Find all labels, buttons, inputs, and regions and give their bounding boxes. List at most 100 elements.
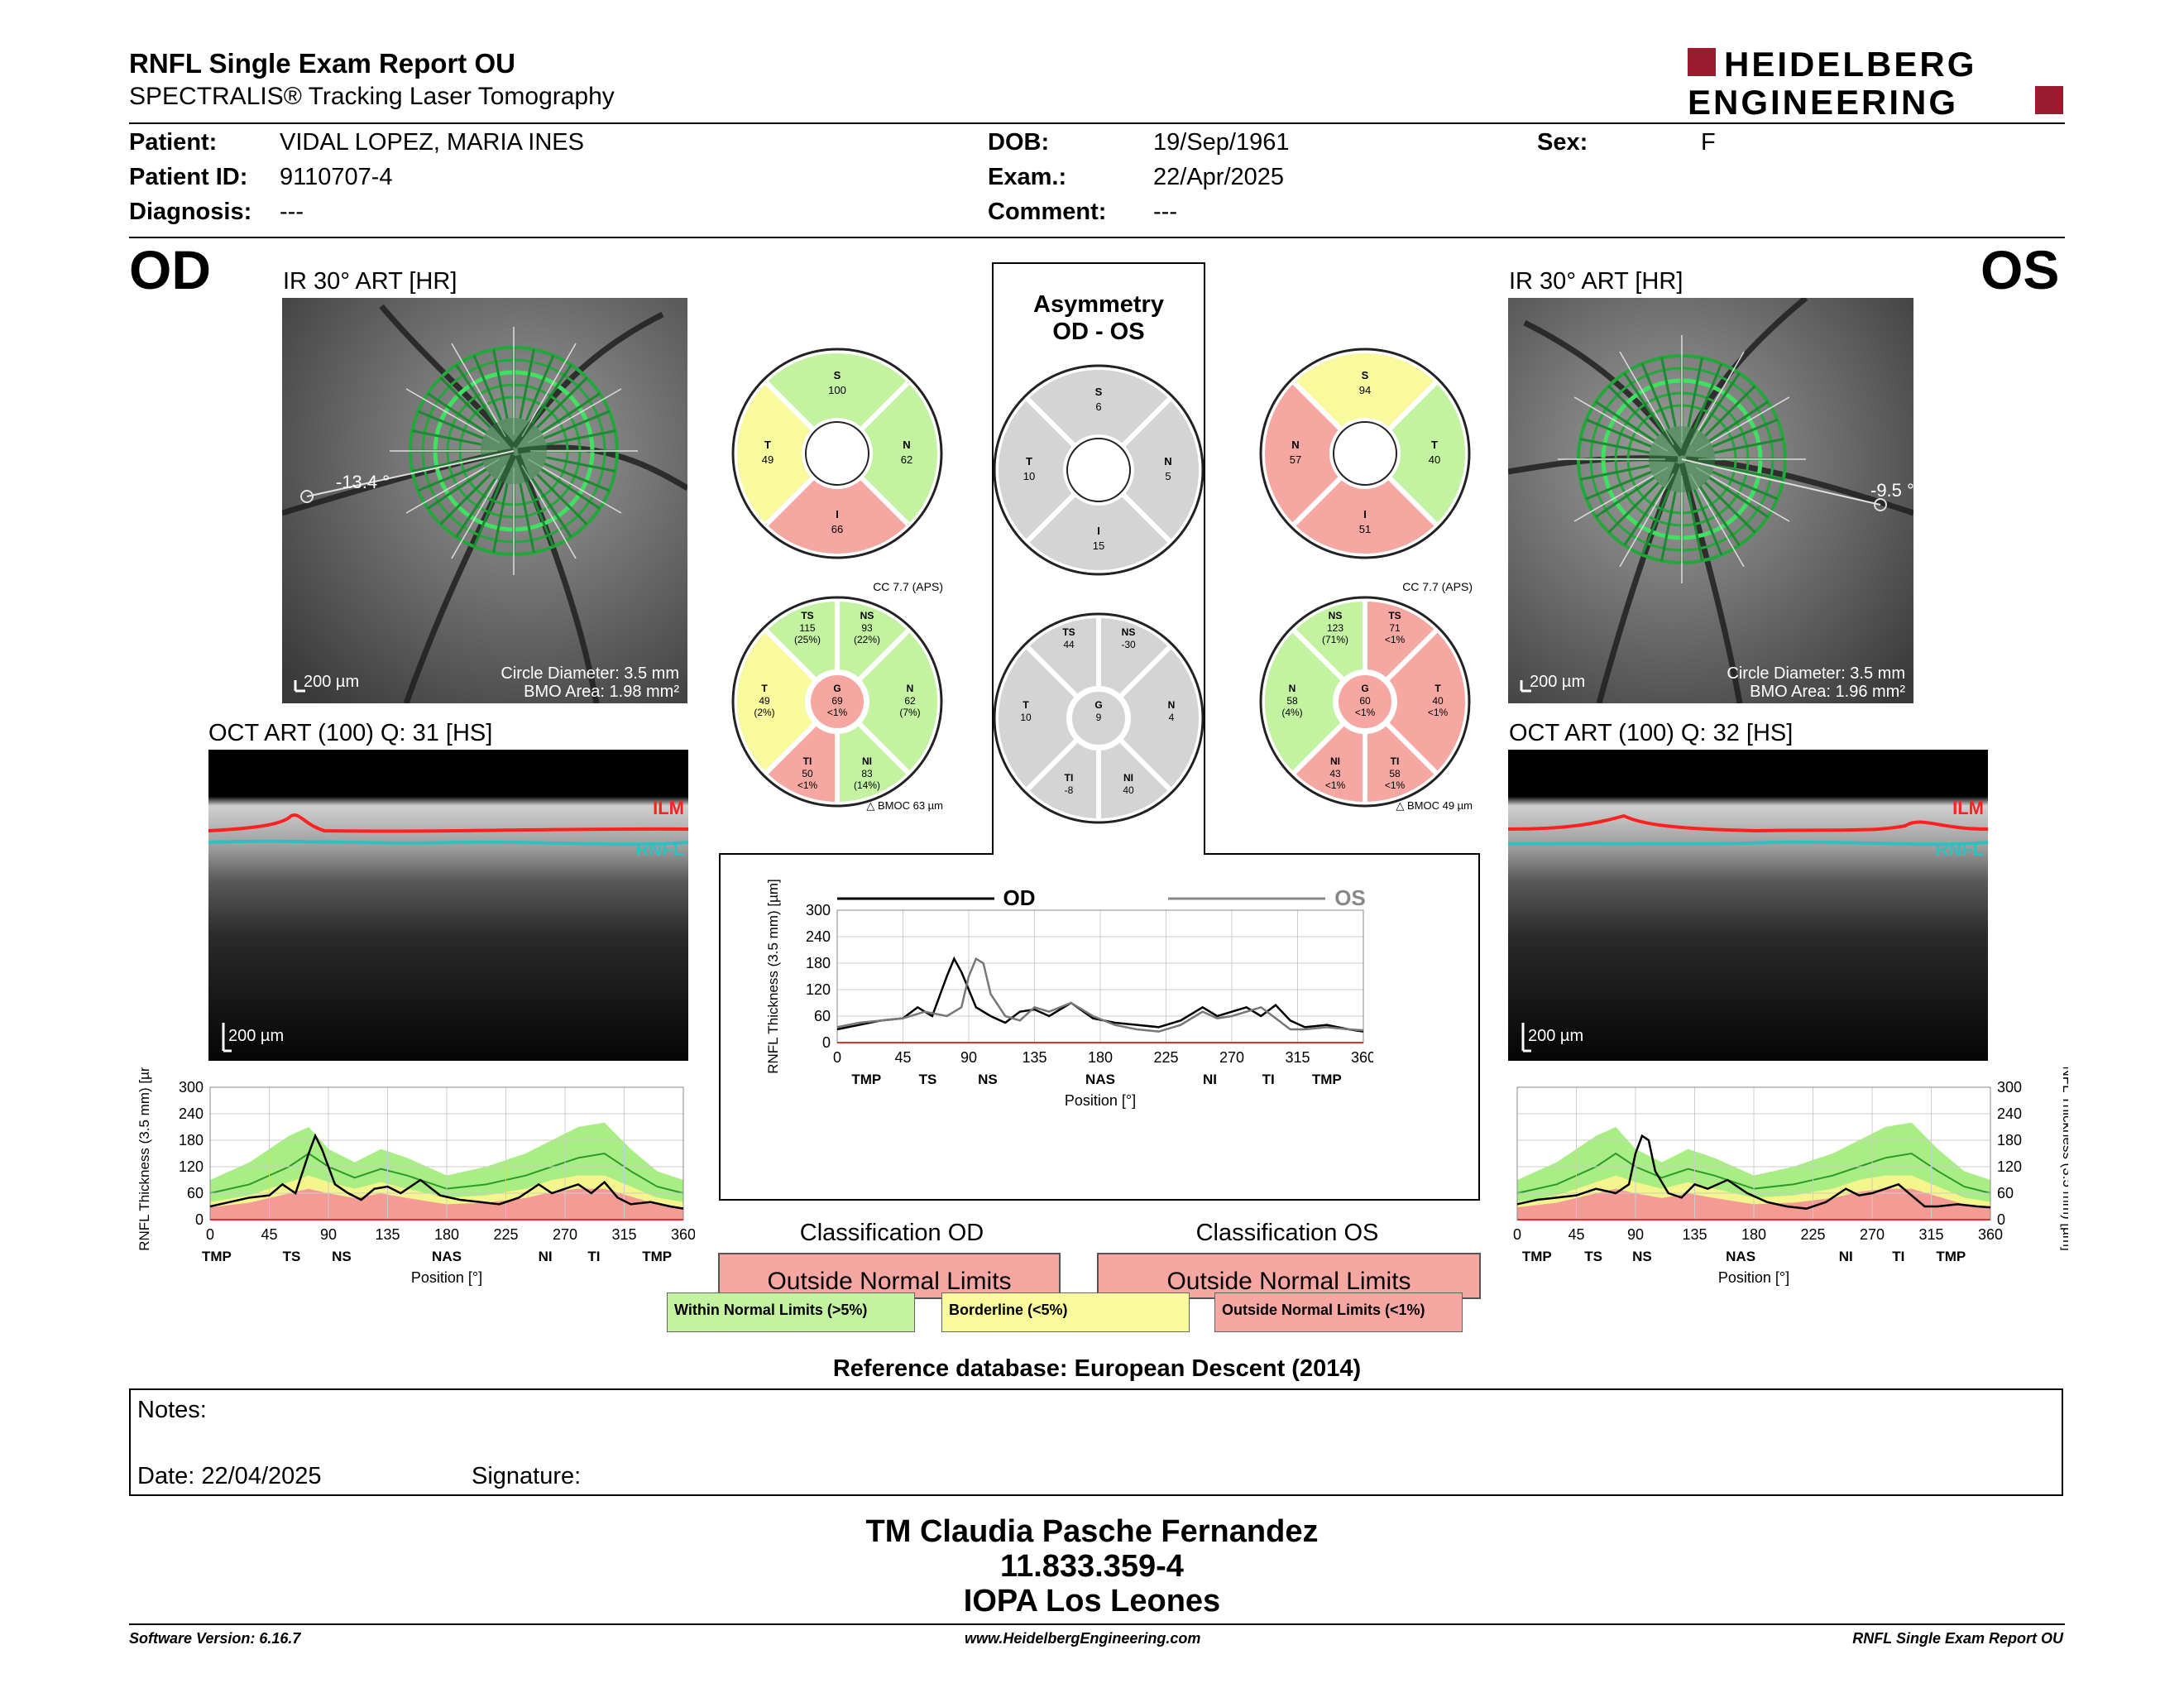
asym-dial-6-label-g: G — [1094, 699, 1102, 711]
od-circle-diameter: Circle Diameter: 3.5 mm — [500, 664, 679, 683]
os-dial-6-value-ti-0: 58 — [1389, 768, 1401, 779]
os-dial-4-value-n: 57 — [1290, 453, 1301, 466]
os-dial-6-value-g-1: <1% — [1355, 707, 1376, 718]
od-dial-6-value-ti-0: 50 — [802, 768, 813, 779]
asymmetry-thickness-ytick-120: 120 — [806, 981, 831, 998]
od-dial-4-value-t: 49 — [762, 453, 774, 466]
od-dial-4-sector-s — [761, 348, 913, 434]
patient-id: 9110707-4 — [280, 164, 393, 190]
asym-dial-4-label-s: S — [1095, 386, 1103, 398]
os-thickness-xtick-360: 360 — [1978, 1226, 2003, 1243]
signature-label: Signature: — [472, 1463, 582, 1489]
od-dial-6-label-n: N — [907, 683, 914, 694]
asymmetry-thickness-sector-5: TI — [1262, 1072, 1275, 1087]
patient-label: Patient: — [129, 129, 218, 156]
os-bmo-area: BMO Area: 1.96 mm² — [1750, 683, 1905, 701]
od-thickness-sector-6: TMP — [642, 1249, 672, 1264]
od-dial-6-value-ni-0: 83 — [861, 768, 873, 779]
asymmetry-thickness-ytick-0: 0 — [822, 1034, 831, 1051]
od-dial-4-sector-t — [732, 377, 817, 530]
notes-box[interactable]: Notes: Date: 22/04/2025 Signature: — [129, 1388, 2063, 1496]
asym-dial-4-value-i: 15 — [1093, 539, 1104, 552]
os-thickness-ytick-120: 120 — [1997, 1158, 2022, 1175]
asymmetry-thickness-ytick-60: 60 — [814, 1008, 831, 1024]
asym-dial-6-value-ti-0: -8 — [1065, 784, 1074, 796]
diagnosis-value: --- — [280, 199, 304, 225]
report-title: RNFL Single Exam Report OU — [129, 48, 515, 79]
od-dial-4-sector-i — [761, 473, 913, 559]
od-dial-6-value-ns-1: (22%) — [854, 634, 880, 645]
os-dial-6-value-ts-1: <1% — [1385, 634, 1406, 645]
os-dial-4-sector-t — [1260, 377, 1345, 530]
od-thickness-ytick-120: 120 — [179, 1158, 204, 1175]
od-thickness-ytick-240: 240 — [179, 1105, 204, 1122]
os-thickness-sector-2: NS — [1632, 1249, 1652, 1264]
asymmetry-panel — [719, 262, 1480, 1201]
os-thickness-xtick-90: 90 — [1627, 1226, 1644, 1243]
asym-dial-4-label-i: I — [1097, 525, 1100, 537]
od-dial-6-label-t: T — [761, 683, 768, 694]
od-thickness-xtick-270: 270 — [553, 1226, 577, 1243]
od-thickness-xtick-45: 45 — [261, 1226, 277, 1243]
od-dial-4-value-n: 62 — [901, 453, 912, 466]
comment-value: --- — [1153, 199, 1177, 225]
od-cc: CC 7.7 (APS) — [873, 580, 943, 593]
asymmetry-thickness-xtick-270: 270 — [1219, 1049, 1244, 1066]
os-dial-6-value-ns-1: (71%) — [1322, 634, 1348, 645]
asymmetry-thickness-sector-4: NI — [1203, 1072, 1217, 1087]
od-bmo-area: BMO Area: 1.98 mm² — [524, 683, 679, 701]
os-dial-6-label-ns: NS — [1329, 610, 1343, 621]
asym-dial-6-label-ts: TS — [1062, 626, 1075, 638]
os-bmoc: △ BMOC 49 µm — [1396, 799, 1473, 812]
os-thickness-ytick-0: 0 — [1997, 1211, 2005, 1228]
od-dial-6-value-ni-1: (14%) — [854, 779, 880, 791]
os-thickness-sector-5: TI — [1892, 1249, 1904, 1264]
footer-rule — [129, 1623, 2065, 1625]
asym-dial-4: S 6 N 5 I 15 T 10 — [993, 364, 1205, 576]
sex-label: Sex: — [1537, 129, 1588, 156]
od-dial-6-value-ns-0: 93 — [861, 622, 873, 634]
os-dial-6-label-g: G — [1361, 683, 1368, 694]
od-dial-4: S 100 N 62 I 66 T 49 — [731, 348, 943, 559]
os-thickness-ytick-180: 180 — [1997, 1132, 2022, 1149]
os-eye-label: OS — [1980, 239, 2060, 300]
asym-dial-4-value-t: 10 — [1023, 470, 1035, 482]
od-thickness-xtick-0: 0 — [206, 1226, 214, 1243]
od-fundus-image: -13.4 ° 200 µm Circle Diameter: 3.5 mm B… — [282, 298, 687, 703]
od-dial-6-value-g-1: <1% — [827, 707, 848, 718]
asymmetry-thickness-xtick-90: 90 — [960, 1049, 977, 1066]
os-thickness-xtick-315: 315 — [1918, 1226, 1943, 1243]
os-rnfl-label: RNFL — [1935, 839, 1984, 860]
asymmetry-thickness-ytick-300: 300 — [806, 902, 831, 918]
asymmetry-thickness-series-os — [836, 957, 1364, 1033]
website-link[interactable]: www.HeidelbergEngineering.com — [965, 1630, 1201, 1647]
od-thickness-xtick-90: 90 — [320, 1226, 337, 1243]
asym-dial-6-value-ni-0: 40 — [1123, 784, 1134, 796]
os-scale: 200 µm — [1530, 673, 1585, 691]
os-thickness-xlabel: Position [°] — [1718, 1269, 1789, 1286]
od-thickness-sector-2: NS — [332, 1249, 352, 1264]
od-dial-6-value-ts-0: 115 — [799, 622, 815, 634]
os-ir-caption: IR 30° ART [HR] — [1509, 268, 1684, 295]
comment-label: Comment: — [988, 199, 1107, 225]
os-fundus-image: -9.5 ° 200 µm Circle Diameter: 3.5 mm BM… — [1508, 298, 1913, 703]
os-thickness-sector-3: NAS — [1726, 1249, 1755, 1264]
os-dial-6-value-ts-0: 71 — [1389, 622, 1401, 634]
asym-dial-4-sector-i — [1023, 490, 1175, 575]
asym-dial-6-label-ti: TI — [1065, 772, 1074, 784]
asym-dial-4-label-t: T — [1026, 455, 1032, 468]
os-thickness-xtick-135: 135 — [1682, 1226, 1707, 1243]
os-thickness-ytick-60: 60 — [1997, 1185, 2014, 1201]
od-dial-4-sector-n — [857, 377, 942, 530]
od-bmoc: △ BMOC 63 µm — [866, 799, 943, 812]
od-dial-6-value-ti-1: <1% — [797, 779, 818, 791]
asymmetry-thickness-xlabel: Position [°] — [1065, 1092, 1136, 1109]
os-dial-4-sector-n — [1385, 377, 1470, 530]
os-dial-4-value-t: 40 — [1429, 453, 1440, 466]
asymmetry-thickness-xtick-180: 180 — [1088, 1049, 1113, 1066]
os-circle-diameter: Circle Diameter: 3.5 mm — [1727, 664, 1905, 683]
od-thickness-sector-4: NI — [539, 1249, 553, 1264]
os-thickness-xtick-225: 225 — [1800, 1226, 1825, 1243]
od-dial-4-value-s: 100 — [828, 384, 846, 396]
